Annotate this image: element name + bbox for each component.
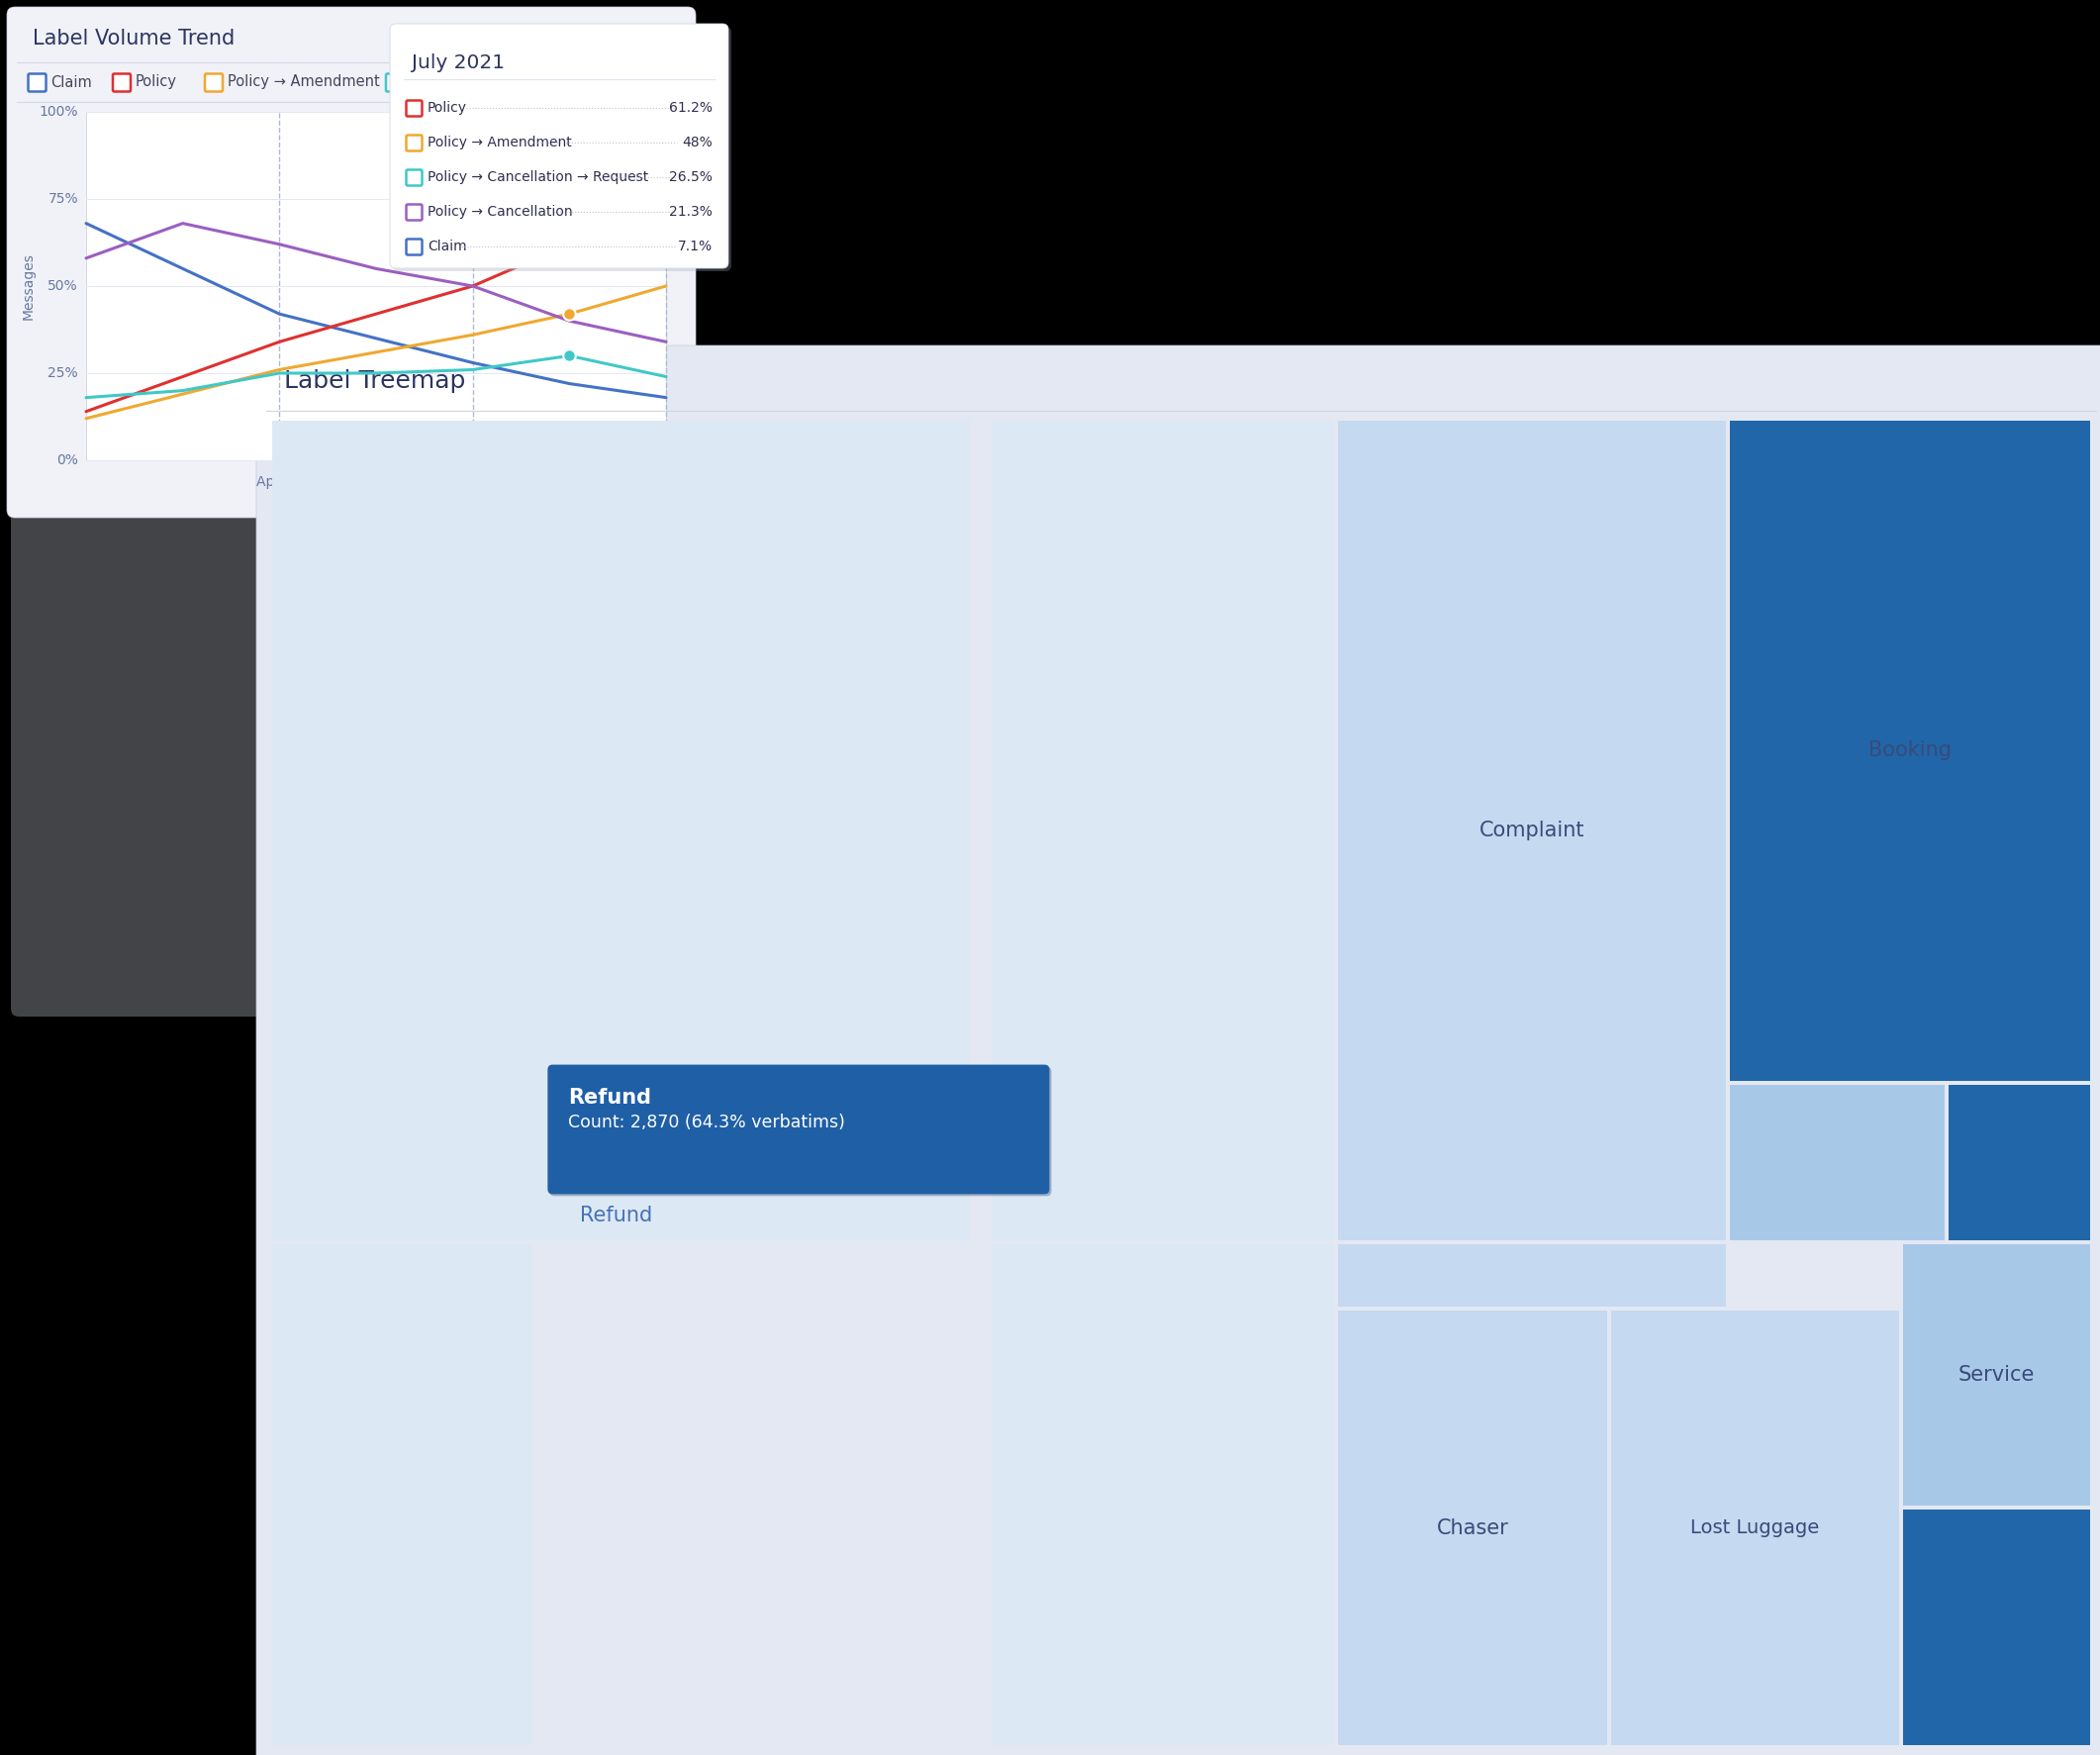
Bar — [86, 112, 666, 460]
FancyBboxPatch shape — [386, 74, 403, 91]
Text: 75%: 75% — [48, 191, 78, 205]
Text: Claim: Claim — [50, 75, 92, 90]
FancyBboxPatch shape — [391, 25, 729, 269]
Bar — [1730, 1085, 1945, 1241]
Text: Apr 21: Apr 21 — [256, 476, 302, 490]
Text: Policy → Amendment: Policy → Amendment — [227, 75, 380, 90]
FancyBboxPatch shape — [27, 74, 46, 91]
Text: Refund: Refund — [580, 1206, 653, 1225]
Bar — [1903, 1509, 2090, 1744]
Text: Claim: Claim — [428, 239, 466, 253]
Text: Refund: Refund — [569, 1088, 651, 1107]
Text: Messages: Messages — [21, 253, 36, 319]
FancyBboxPatch shape — [6, 7, 695, 518]
FancyBboxPatch shape — [405, 239, 422, 254]
FancyBboxPatch shape — [405, 204, 422, 219]
Text: Service: Service — [1957, 1365, 2035, 1385]
Text: Policy: Policy — [134, 75, 176, 90]
Text: M: M — [466, 476, 479, 490]
Text: 25%: 25% — [48, 367, 78, 381]
FancyBboxPatch shape — [405, 170, 422, 186]
Bar — [974, 421, 987, 1241]
FancyBboxPatch shape — [393, 26, 731, 272]
FancyBboxPatch shape — [405, 100, 422, 116]
Text: Policy → Cancellation → Request: Policy → Cancellation → Request — [428, 170, 649, 184]
FancyBboxPatch shape — [550, 1067, 1052, 1197]
Text: 0%: 0% — [57, 453, 78, 467]
Text: 21.3%: 21.3% — [670, 205, 712, 219]
Text: 7.1%: 7.1% — [678, 239, 712, 253]
Bar — [991, 1244, 1334, 1744]
FancyBboxPatch shape — [256, 346, 2100, 1755]
FancyBboxPatch shape — [260, 351, 2100, 1755]
Text: 61.2%: 61.2% — [670, 102, 712, 114]
Text: 26.5%: 26.5% — [670, 170, 712, 184]
FancyBboxPatch shape — [206, 74, 223, 91]
FancyBboxPatch shape — [10, 505, 699, 1016]
Bar — [273, 1244, 533, 1744]
FancyBboxPatch shape — [113, 74, 130, 91]
Text: Lost Luggage: Lost Luggage — [1690, 1518, 1819, 1537]
Bar — [1338, 1311, 1606, 1744]
Bar — [536, 1244, 987, 1744]
Bar — [1338, 1244, 1726, 1307]
Bar — [1611, 1311, 1898, 1744]
Text: 48%: 48% — [682, 135, 712, 149]
Text: Policy → Cancellation: Policy → Cancellation — [428, 205, 573, 219]
Text: July 2021: July 2021 — [412, 53, 504, 72]
FancyBboxPatch shape — [548, 1065, 1050, 1193]
Text: Chaser: Chaser — [1436, 1518, 1508, 1537]
Bar — [1730, 421, 2090, 1081]
Text: 100%: 100% — [40, 105, 78, 119]
FancyBboxPatch shape — [405, 135, 422, 151]
Bar — [1949, 1085, 2090, 1241]
Text: Label Volume Trend: Label Volume Trend — [34, 28, 235, 49]
Bar — [273, 421, 970, 1241]
Text: Complaint: Complaint — [1478, 821, 1586, 841]
Bar — [991, 421, 1334, 1241]
Bar — [1338, 421, 1726, 1241]
Text: Label Treemap: Label Treemap — [284, 369, 466, 393]
Text: Policy: Policy — [407, 75, 449, 90]
Bar — [1903, 1244, 2090, 1506]
Text: 50%: 50% — [48, 279, 78, 293]
Text: Count: 2,870 (64.3% verbatims): Count: 2,870 (64.3% verbatims) — [569, 1113, 846, 1130]
Text: Booking: Booking — [1869, 741, 1951, 760]
Text: Policy → Amendment: Policy → Amendment — [428, 135, 571, 149]
Text: Policy: Policy — [428, 102, 466, 114]
